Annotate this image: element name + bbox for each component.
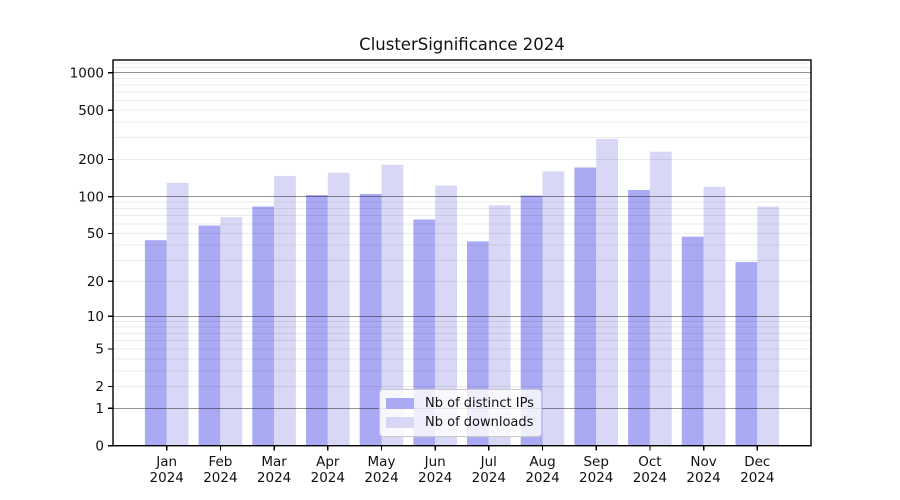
bar-ips-nov [681, 236, 704, 446]
x-tick-label-year: 2024 [525, 470, 559, 486]
bar-downloads-dec [757, 206, 780, 446]
x-tick-label-year: 2024 [203, 470, 237, 486]
bar-downloads-jan [166, 182, 189, 446]
bar-downloads-mar [274, 175, 296, 446]
x-tick-label-month: Aug [529, 454, 555, 470]
bar-ips-apr [306, 195, 328, 446]
x-tick-label-year: 2024 [633, 470, 667, 486]
y-tick-label: 10 [87, 309, 104, 325]
plot-border [112, 59, 812, 447]
bar-ips-may [359, 194, 382, 446]
x-tick-label-month: May [368, 454, 396, 470]
bar-ips-feb [198, 225, 221, 446]
legend-label-downloads: Nb of downloads [425, 415, 534, 430]
x-tick-label-month: Sep [583, 454, 608, 470]
bar-downloads-aug [542, 171, 565, 446]
legend-item-downloads: Nb of downloads [386, 415, 535, 430]
x-tick-label-year: 2024 [740, 470, 774, 486]
bar-ips-dec [735, 262, 758, 446]
x-tick-label-year: 2024 [257, 470, 291, 486]
y-tick-label: 50 [87, 226, 104, 242]
bar-ips-jan [144, 240, 167, 446]
bar-downloads-feb [220, 217, 243, 446]
bar-ips-oct [628, 190, 650, 446]
y-tick-label: 20 [87, 274, 104, 290]
y-tick-label: 1000 [70, 65, 104, 81]
y-tick-label: 2 [95, 379, 104, 395]
x-tick-label-year: 2024 [418, 470, 452, 486]
chart-title: ClusterSignificance 2024 [359, 35, 565, 54]
bar-downloads-sep [596, 138, 618, 446]
y-tick-label: 200 [78, 152, 104, 168]
x-tick-label-year: 2024 [311, 470, 345, 486]
x-tick-label-month: Mar [261, 454, 287, 470]
bar-downloads-nov [703, 186, 726, 446]
bar-ips-aug [520, 195, 543, 446]
x-tick-label-year: 2024 [579, 470, 613, 486]
y-tick-label: 0 [95, 438, 104, 454]
y-tick-label: 500 [78, 103, 104, 119]
x-tick-label-year: 2024 [472, 470, 506, 486]
legend-swatch-downloads [386, 417, 414, 428]
x-tick-label-month: Jan [155, 454, 177, 470]
x-tick-label-year: 2024 [364, 470, 398, 486]
bar-downloads-oct [649, 151, 672, 446]
y-tick-label: 5 [95, 342, 104, 358]
bar-ips-mar [252, 206, 275, 446]
x-tick-label-month: Oct [638, 454, 661, 470]
x-tick-label-year: 2024 [150, 470, 184, 486]
x-tick-label-month: Apr [316, 454, 340, 470]
bar-downloads-jun [435, 185, 457, 446]
x-tick-label-month: Dec [744, 454, 770, 470]
y-tick-label: 100 [78, 189, 104, 205]
x-tick-label-year: 2024 [686, 470, 720, 486]
legend: Nb of distinct IPs Nb of downloads [379, 389, 542, 437]
legend-item-distinct-ips: Nb of distinct IPs [386, 396, 535, 411]
x-tick-label-month: Jun [424, 454, 446, 470]
bar-ips-sep [574, 167, 597, 446]
x-tick-label-month: Jul [480, 454, 497, 470]
bar-downloads-may [381, 164, 404, 446]
bar-downloads-apr [327, 172, 350, 446]
legend-label-distinct-ips: Nb of distinct IPs [425, 396, 534, 411]
legend-swatch-distinct-ips [386, 398, 414, 409]
x-tick-label-month: Feb [208, 454, 232, 470]
y-tick-label: 1 [95, 401, 104, 417]
x-tick-label-month: Nov [690, 454, 716, 470]
bar-downloads-jul [488, 205, 511, 446]
